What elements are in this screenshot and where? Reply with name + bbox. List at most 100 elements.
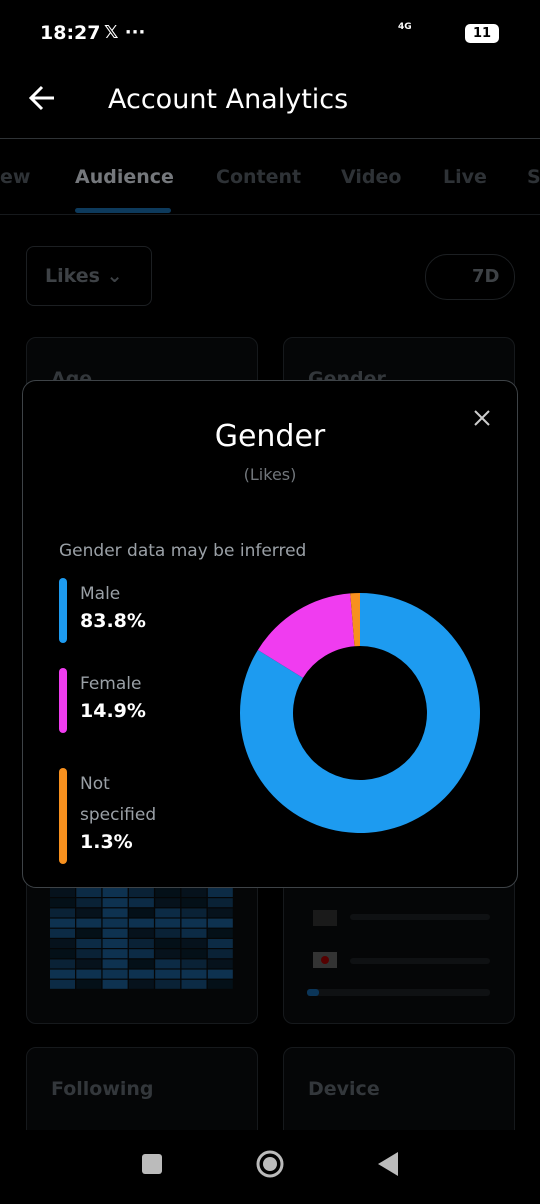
tab[interactable]: Content [216,166,302,188]
heat-cell [102,898,128,908]
heat-cell [207,939,233,948]
heat-cell [76,888,102,897]
heat-cell [76,928,102,938]
heat-cell [207,959,233,969]
heat-cell [181,888,207,897]
heat-cell [50,949,75,959]
heat-cell [207,969,233,979]
heat-cell [128,959,154,969]
heat-cell [155,908,181,918]
tab[interactable]: ew [0,166,31,188]
header-title: Account Analytics [108,84,349,115]
heat-cell [155,928,181,938]
donut-slice [257,593,355,678]
heat-cell [181,918,207,928]
heat-cell [76,918,102,928]
network: 4G [398,22,412,32]
heat-cell [207,898,233,908]
donut-chart [240,593,480,833]
heat-cell [181,898,207,908]
back-button[interactable] [28,84,58,112]
heat-cell [155,949,181,959]
heat-cell [155,969,181,979]
heat-cell [155,979,181,989]
heat-cell [50,959,75,969]
legend-label: Not specified [80,774,157,825]
legend-label: Male [80,584,121,604]
metric-dropdown[interactable]: Likes ⌄ [26,246,152,306]
heat-cell [128,898,154,908]
nav-icons [142,1150,398,1178]
heat-cell [102,939,128,948]
range-button[interactable]: 7D [425,254,515,300]
heat-cell [50,898,75,908]
heat-cell [207,949,233,959]
heat-cell [181,928,207,938]
heat-cell [128,908,154,918]
note: Gender data may be inferred [59,541,307,561]
heat-cell [50,918,75,928]
legend-value: 14.9% [80,700,146,722]
divider [0,214,540,215]
heat-cell [50,908,75,918]
heat-cell [181,969,207,979]
donut-slice [240,593,480,833]
heat-cell [128,979,154,989]
heat-cell [102,979,128,989]
divider [0,138,540,139]
tab[interactable]: S [527,166,540,188]
heat-cell [181,959,207,969]
heat-cell [76,939,102,948]
tab[interactable]: Video [341,166,402,188]
range: 7D [472,266,500,287]
battery: 11 [465,24,499,43]
close-button[interactable] [473,409,491,427]
nav-bar [0,1130,540,1200]
heat-cell [76,969,102,979]
heat-cell [181,979,207,989]
metric: Likes [45,265,100,287]
heat-cell [155,939,181,948]
heat-cell [102,969,128,979]
legend-swatch [59,578,67,643]
heat-cell [50,888,75,897]
heat-cell [207,928,233,938]
legend-value: 1.3% [80,831,133,853]
heat-cell [128,939,154,948]
heat-cell [50,979,75,989]
heat-cell [207,908,233,918]
heat-cell [128,928,154,938]
heat-cell [102,888,128,897]
modal-subtitle: (Likes) [243,465,297,484]
heat-cell [76,898,102,908]
heat-cell [181,939,207,948]
heat-cell [207,979,233,989]
status-icons: 𝕏 ··· [104,22,146,43]
tab-indicator [75,208,171,213]
legend-value: 83.8% [80,610,146,632]
heat-cell [155,918,181,928]
status-time: 18:27 [40,22,101,44]
heat-cell [181,949,207,959]
heat-cell [50,969,75,979]
modal-title: Gender [214,419,326,454]
heat-cell [181,908,207,918]
heat-cell [128,949,154,959]
heat-cell [102,959,128,969]
battery-level: 11 [472,26,492,41]
heat-cell [76,908,102,918]
heat-cell [50,939,75,948]
heat-cell [76,949,102,959]
heat-cell [102,949,128,959]
heat-cell [207,918,233,928]
heat-cell [128,888,154,897]
heat-cell [128,918,154,928]
tab[interactable]: Audience [75,166,174,188]
heat-cell [102,918,128,928]
donut-slice [350,593,360,647]
tab[interactable]: Live [443,166,487,188]
heat-cell [128,969,154,979]
heat-cell [76,959,102,969]
country-list [307,910,490,996]
